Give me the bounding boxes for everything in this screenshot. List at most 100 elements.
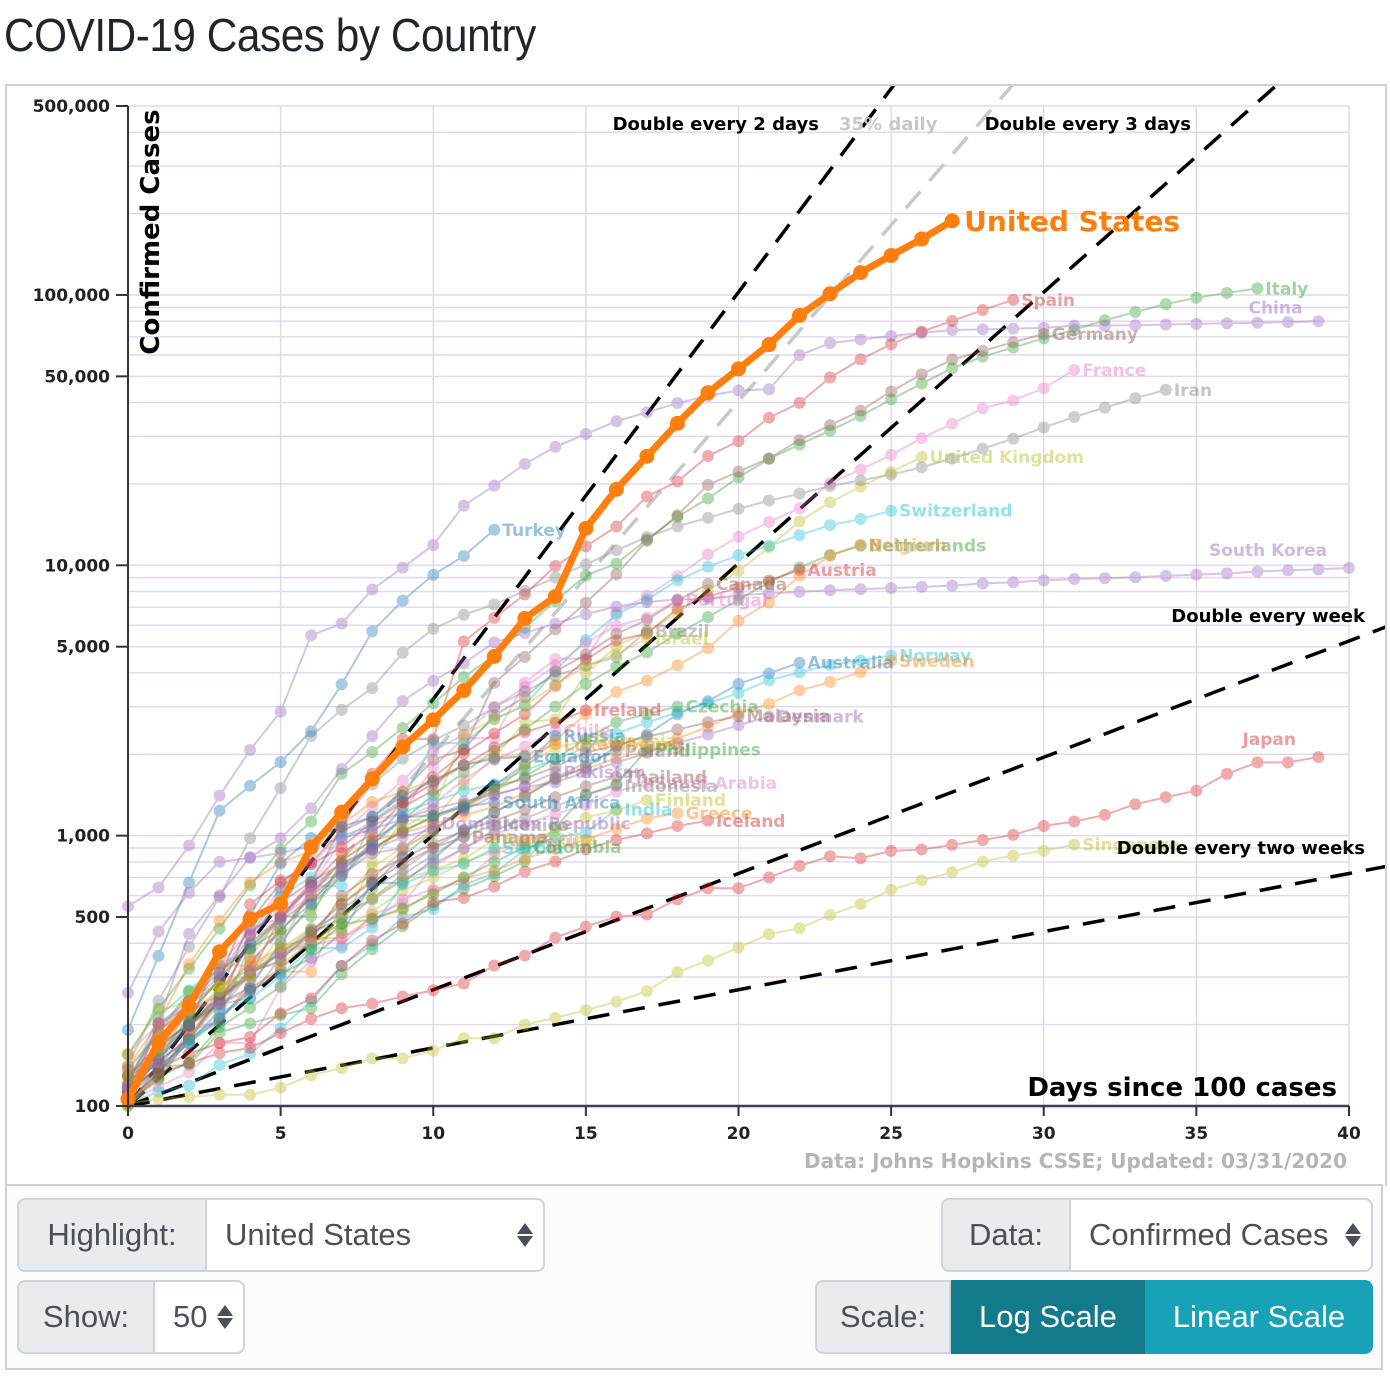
data-point (396, 827, 409, 840)
country-label: Portugal (685, 591, 767, 611)
data-point (213, 998, 226, 1011)
data-point (152, 1062, 165, 1075)
data-point (579, 746, 592, 759)
data-point (366, 921, 379, 934)
data-point (427, 774, 440, 787)
data-point (457, 608, 470, 621)
data-point (640, 596, 653, 609)
data-point (640, 406, 653, 419)
data-point (640, 624, 653, 637)
data-point (427, 902, 440, 915)
data-point (488, 814, 501, 827)
data-point (488, 1032, 501, 1045)
data-point (457, 892, 470, 905)
data-point (579, 761, 592, 774)
data-point (518, 841, 531, 854)
data-point (366, 908, 379, 921)
data-point (152, 1065, 165, 1078)
data-point (579, 653, 592, 666)
data-point (457, 743, 470, 756)
data-point (366, 875, 379, 888)
data-point (366, 814, 379, 827)
data-point (427, 753, 440, 766)
data-point (335, 820, 348, 833)
data-point (579, 708, 592, 721)
data-point (244, 982, 257, 995)
x-tick-label: 25 (879, 1124, 903, 1144)
data-point (488, 806, 501, 819)
data-point (1159, 318, 1172, 331)
data-point (488, 479, 501, 492)
highlight-select[interactable]: United States (207, 1198, 545, 1272)
country-label: South Africa (502, 794, 621, 814)
log-scale-button[interactable]: Log Scale (951, 1280, 1145, 1354)
data-point (427, 841, 440, 854)
data-point (366, 913, 379, 926)
data-point (488, 523, 501, 536)
data-point (549, 440, 562, 453)
data-point (946, 362, 959, 375)
data-point (518, 750, 531, 763)
data-select[interactable]: Confirmed Cases (1071, 1198, 1373, 1272)
data-point (763, 576, 776, 589)
data-point (244, 851, 257, 864)
data-point (183, 1015, 196, 1028)
data-point (824, 676, 837, 689)
country-label: United Kingdom (930, 448, 1084, 468)
country-label: Iceland (716, 812, 786, 832)
data-point (549, 679, 562, 692)
data-point (549, 729, 562, 742)
data-point (885, 649, 898, 662)
data-point (213, 922, 226, 935)
data-point (274, 942, 287, 955)
data-point (457, 798, 470, 811)
data-point (457, 809, 470, 822)
data-point (244, 966, 257, 979)
data-point (305, 937, 318, 950)
data-point (427, 853, 440, 866)
data-point (701, 642, 714, 655)
data-point (213, 998, 226, 1011)
data-point (763, 539, 776, 552)
x-tick-label: 15 (574, 1124, 598, 1144)
data-point (396, 796, 409, 809)
series-italy (122, 282, 1264, 1061)
data-point (763, 674, 776, 687)
series-line (127, 748, 648, 1095)
data-point (213, 1047, 226, 1060)
data-point (305, 879, 318, 892)
data-point (152, 1073, 165, 1086)
reference-line-label: Double every two weeks (1117, 838, 1365, 859)
data-point (396, 911, 409, 924)
highlight-point (517, 610, 533, 626)
x-tick-label: 30 (1032, 1124, 1056, 1144)
data-point (457, 800, 470, 813)
data-point (427, 826, 440, 839)
data-point (427, 825, 440, 838)
data-point (518, 1018, 531, 1031)
data-point (488, 751, 501, 764)
data-point (335, 869, 348, 882)
data-point (549, 659, 562, 672)
series-line (127, 287, 1258, 1056)
data-point (305, 932, 318, 945)
data-point (274, 1027, 287, 1040)
data-point (946, 838, 959, 851)
highlight-point (914, 231, 930, 247)
data-point (488, 727, 501, 740)
data-point (763, 383, 776, 396)
data-point (518, 758, 531, 771)
data-point (244, 967, 257, 980)
page-title: COVID-19 Cases by Country (4, 9, 536, 61)
data-point (427, 798, 440, 811)
data-point (213, 974, 226, 987)
linear-scale-button[interactable]: Linear Scale (1145, 1280, 1373, 1354)
data-point (305, 876, 318, 889)
data-point (274, 856, 287, 869)
data-point (854, 898, 867, 911)
reference-line (128, 86, 896, 1106)
data-point (213, 971, 226, 984)
data-point (763, 541, 776, 554)
data-point (366, 729, 379, 742)
show-select[interactable]: 50 (155, 1280, 245, 1354)
